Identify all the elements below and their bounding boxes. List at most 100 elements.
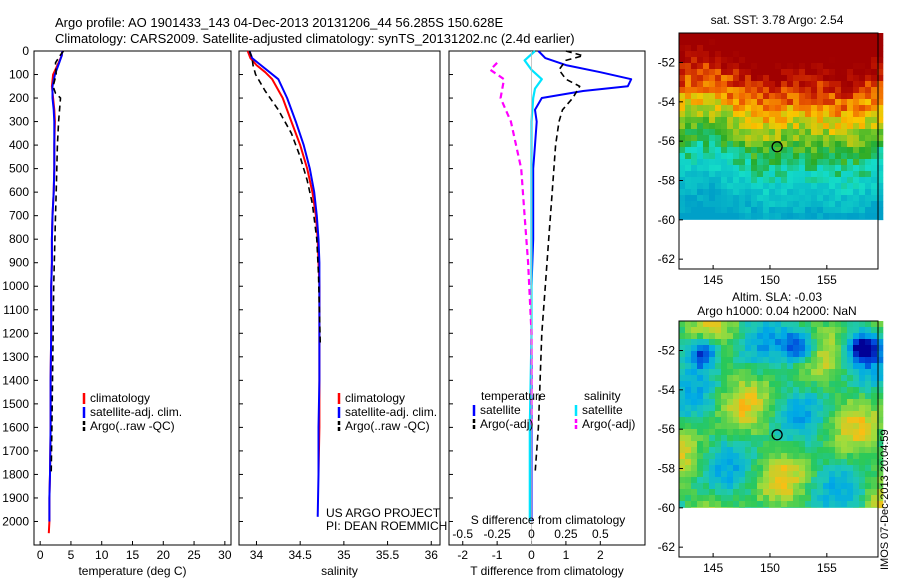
x-tick-label: -1 <box>492 548 503 562</box>
x-axis-label: salinity <box>321 564 358 578</box>
y-tick-label: 700 <box>9 209 29 223</box>
figure-title-line-2: Climatology: CARS2009. Satellite-adjuste… <box>55 31 575 46</box>
sla-y-tick-label: -56 <box>658 422 676 436</box>
sst-x-tick-label: 150 <box>760 273 780 287</box>
x-tick-label: 1 <box>563 548 570 562</box>
sst-map-title: sat. SST: 3.78 Argo: 2.54 <box>711 13 844 27</box>
difference-panel: -2 -1 0 1 2 T difference from climatology temp… <box>448 50 646 578</box>
temp-legend-label-satellite-adj-clim: satellite-adj. clim. <box>90 405 182 419</box>
s-axis-label: S difference from climatology <box>471 513 626 527</box>
x-tick-label: 0 <box>37 548 44 562</box>
x-tick-label: 20 <box>157 548 171 562</box>
y-tick-label: 1900 <box>2 491 29 505</box>
series-line-argo-raw-qc <box>248 50 322 346</box>
x-tick-label: 5 <box>68 548 75 562</box>
sst-y-tick-label: -62 <box>658 252 676 266</box>
y-tick-label: 300 <box>9 115 29 129</box>
series-line-satellite-adj-clim <box>48 50 64 522</box>
y-tick-label: 900 <box>9 256 29 270</box>
y-tick-label: 0 <box>22 44 29 58</box>
diff-sal-legend-label-salinity-satellite: satellite <box>582 403 623 417</box>
y-tick-label: 600 <box>9 185 29 199</box>
diff-sal-legend-label-salinity-argo-adj: Argo(-adj) <box>582 417 635 431</box>
temp-legend-label-argo-raw-qc: Argo(..raw -QC) <box>90 419 175 433</box>
y-tick-label: 1300 <box>2 350 29 364</box>
sla-y-tick-label: -58 <box>658 462 676 476</box>
y-tick-label: 1400 <box>2 373 29 387</box>
legend-title-temperature: temperature <box>481 389 546 403</box>
y-tick-label: 2000 <box>2 514 29 528</box>
sla-argo-position-marker <box>771 429 783 441</box>
sla-x-tick-label: 145 <box>703 561 723 575</box>
s-tick-label: 0.5 <box>592 527 609 541</box>
plot-frame <box>238 50 441 546</box>
sst-y-tick-label: -52 <box>658 56 676 70</box>
diff-temp-legend-label-temperature-argo-adj: Argo(-adj) <box>480 417 533 431</box>
sst-argo-position-marker <box>771 141 783 153</box>
y-tick-label: 1500 <box>2 397 29 411</box>
s-tick-label: 0 <box>528 527 535 541</box>
sst-x-tick-label: 155 <box>817 273 837 287</box>
x-tick-label: 10 <box>95 548 109 562</box>
y-tick-label: 800 <box>9 232 29 246</box>
sst-x-tick-label: 145 <box>703 273 723 287</box>
s-tick-label: 0.25 <box>554 527 578 541</box>
sla-y-tick-label: -52 <box>658 344 676 358</box>
figure-title-line-1: Argo profile: AO 1901433_143 04-Dec-2013… <box>55 15 503 30</box>
x-tick-label: -2 <box>457 548 468 562</box>
series-line-temperature-argo-adj <box>534 50 584 475</box>
sal-legend-label-argo-raw-qc: Argo(..raw -QC) <box>345 419 430 433</box>
sst-frame <box>678 32 879 270</box>
sla-map-subtitle: Argo h1000: 0.04 h2000: NaN <box>697 304 856 318</box>
project-annotation: US ARGO PROJECT <box>326 506 441 520</box>
sst-map-panel: sat. SST: 3.78 Argo: 2.54 -52 -54 -56 -58 -60… <box>658 13 884 287</box>
y-tick-label: 1700 <box>2 444 29 458</box>
x-tick-label: 35 <box>337 548 351 562</box>
x-tick-label: 34 <box>250 548 264 562</box>
y-tick-label: 1600 <box>2 420 29 434</box>
sla-land-mask <box>679 507 878 557</box>
sla-x-tick-label: 155 <box>817 561 837 575</box>
imos-timestamp: IMOS 07-Dec-2013 20:04:59 <box>879 429 891 570</box>
salinity-panel: 34 34.5 35 35.5 36 salinity climatologysatelli… <box>238 50 447 578</box>
sst-y-tick-label: -60 <box>658 213 676 227</box>
x-tick-label: 34.5 <box>288 548 312 562</box>
x-tick-label: 30 <box>218 548 232 562</box>
y-tick-label: 1000 <box>2 279 29 293</box>
sla-map-title: Altim. SLA: -0.03 <box>732 290 822 304</box>
sla-y-tick-label: -54 <box>658 383 676 397</box>
x-tick-label: 0 <box>528 548 535 562</box>
x-tick-label: 35.5 <box>376 548 400 562</box>
x-tick-label: 2 <box>597 548 604 562</box>
sla-y-tick-label: -62 <box>658 540 676 554</box>
y-tick-label: 1100 <box>3 303 29 317</box>
pi-annotation: PI: DEAN ROEMMICH <box>326 519 447 533</box>
sla-y-tick-label: -60 <box>658 501 676 515</box>
x-axis-label: T difference from climatology <box>470 564 624 578</box>
x-axis-label: temperature (deg C) <box>78 564 186 578</box>
y-tick-label: 400 <box>9 138 29 152</box>
plot-frame <box>33 50 232 546</box>
temperature-panel: 0100200300400500600700800900100011001200… <box>2 44 232 578</box>
s-tick-label: -0.5 <box>452 527 473 541</box>
series-line-salinity-argo-adj <box>489 62 533 428</box>
y-tick-label: 100 <box>9 68 29 82</box>
temp-legend-label-climatology: climatology <box>90 391 150 405</box>
x-tick-label: 36 <box>425 548 439 562</box>
y-tick-label: 500 <box>9 162 29 176</box>
sla-frame <box>678 320 879 558</box>
y-tick-label: 1200 <box>2 326 29 340</box>
y-tick-label: 1800 <box>2 467 29 481</box>
sal-legend-label-climatology: climatology <box>345 391 405 405</box>
legend-title-salinity: salinity <box>584 389 621 403</box>
x-tick-label: 25 <box>187 548 201 562</box>
sst-land-mask <box>679 219 878 269</box>
sla-x-tick-label: 150 <box>760 561 780 575</box>
diff-temp-legend-label-temperature-satellite: satellite <box>480 403 521 417</box>
s-tick-label: -0.25 <box>483 527 511 541</box>
sla-heatmap-cells <box>679 321 884 509</box>
sst-heatmap-cells <box>679 33 884 221</box>
y-tick-label: 200 <box>9 91 29 105</box>
